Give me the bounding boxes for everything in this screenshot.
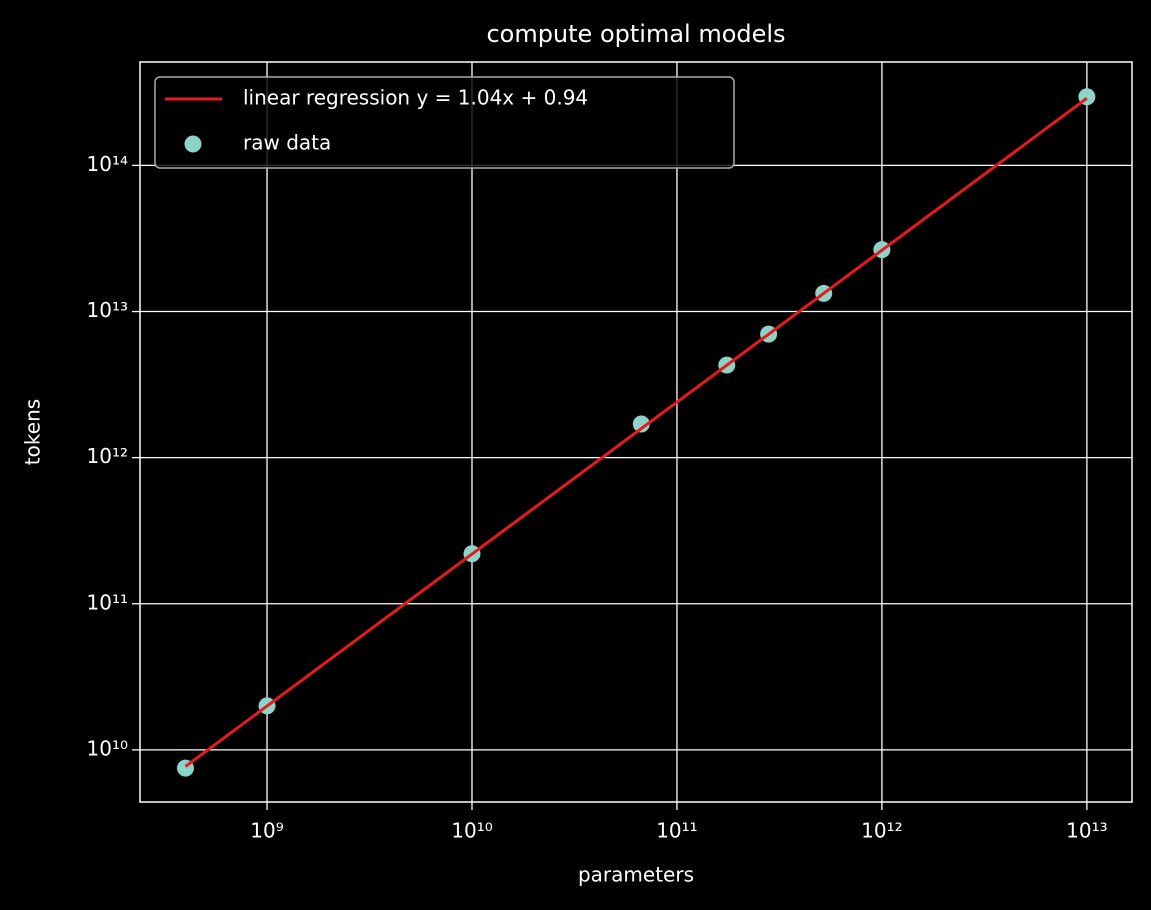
y-tick-label: 10¹⁰ — [87, 736, 128, 760]
y-tick-label: 10¹⁴ — [87, 152, 128, 176]
chart-title: compute optimal models — [486, 20, 785, 48]
y-tick-label: 10¹² — [87, 444, 128, 468]
legend-box — [154, 76, 735, 169]
x-tick-label: 10⁹ — [250, 819, 283, 843]
legend-label: raw data — [243, 131, 331, 155]
plot-frame — [139, 61, 1133, 803]
data-point — [632, 415, 650, 433]
x-tick-label: 10¹³ — [1066, 819, 1107, 843]
y-tick-label: 10¹³ — [87, 298, 128, 322]
y-axis-label: tokens — [21, 399, 45, 465]
x-tick-label: 10¹² — [861, 819, 902, 843]
legend-label: linear regression y = 1.04x + 0.94 — [243, 86, 588, 110]
legend-marker — [184, 135, 202, 153]
y-tick-label: 10¹¹ — [87, 590, 128, 614]
x-axis-label: parameters — [578, 863, 694, 887]
regression-line — [184, 97, 1088, 768]
x-tick-label: 10¹⁰ — [451, 819, 492, 843]
x-tick-label: 10¹¹ — [656, 819, 697, 843]
